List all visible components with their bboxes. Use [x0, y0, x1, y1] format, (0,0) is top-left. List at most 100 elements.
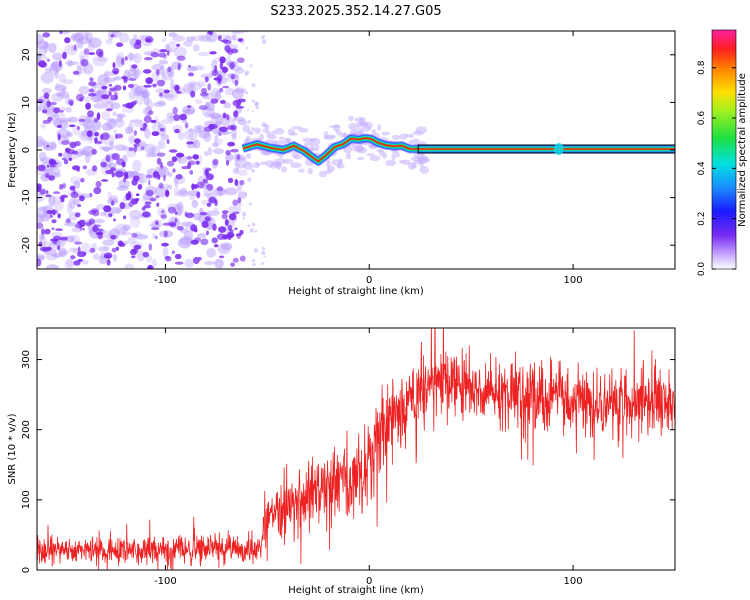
noise-speckle [221, 210, 229, 214]
noise-blob [66, 202, 73, 214]
y-tick-label: 20 [21, 48, 32, 61]
noise-speckle [225, 150, 231, 156]
noise-speckle [131, 64, 138, 69]
noise-blob [214, 134, 219, 143]
noise-speckle [50, 214, 53, 219]
noise-speckle [108, 83, 113, 87]
figure-title: S233.2025.352.14.27.G05 [270, 4, 441, 19]
noise-speckle [254, 101, 259, 107]
noise-blob [230, 31, 245, 35]
noise-speckle [228, 213, 237, 221]
noise-blob [197, 51, 210, 57]
noise-speckle [184, 122, 189, 129]
noise-speckle [171, 156, 178, 163]
noise-speckle [131, 232, 138, 238]
noise-blob [116, 114, 123, 123]
noise-speckle [171, 250, 175, 254]
noise-blob [128, 134, 135, 144]
noise-speckle [156, 69, 160, 76]
noise-blob [110, 102, 121, 110]
noise-speckle [196, 191, 201, 199]
noise-blob [125, 53, 138, 60]
noise-speckle [219, 126, 228, 133]
noise-blob [50, 231, 63, 238]
noise-blob [38, 206, 48, 212]
noise-speckle [251, 83, 256, 88]
noise-blob [220, 242, 233, 251]
noise-blob [214, 90, 222, 101]
noise-speckle [166, 50, 170, 56]
noise-speckle [212, 223, 217, 231]
noise-speckle [93, 117, 99, 123]
noise-speckle [207, 31, 214, 35]
noise-speckle [164, 256, 171, 259]
noise-blob [103, 146, 110, 153]
noise-speckle [59, 110, 64, 113]
noise-speckle [152, 83, 157, 88]
noise-blob [232, 168, 240, 174]
noise-blob [48, 195, 56, 207]
ridge-halo [290, 162, 302, 169]
noise-blob [176, 189, 190, 197]
noise-speckle [89, 247, 96, 254]
ridge-halo [415, 126, 428, 134]
noise-blob [147, 147, 155, 156]
noise-speckle [206, 230, 209, 236]
noise-blob [105, 38, 113, 45]
noise-blob [127, 122, 134, 133]
noise-speckle [82, 227, 85, 231]
noise-blob [173, 186, 179, 197]
noise-speckle [73, 260, 81, 266]
noise-blob [78, 85, 90, 95]
noise-speckle [198, 105, 208, 111]
y-tick-label: 100 [21, 490, 32, 509]
noise-speckle [92, 210, 100, 217]
noise-blob [66, 106, 72, 113]
ridge-halo [371, 129, 377, 134]
noise-speckle [239, 255, 246, 262]
noise-speckle [51, 227, 55, 230]
noise-blob [65, 258, 76, 268]
noise-speckle [49, 164, 57, 168]
noise-blob [134, 234, 149, 240]
x-tick-label: 100 [564, 576, 583, 587]
noise-speckle [112, 62, 116, 69]
noise-speckle [219, 255, 225, 259]
noise-speckle [96, 112, 101, 120]
ridge-halo [381, 131, 391, 136]
noise-speckle [160, 162, 163, 169]
noise-speckle [210, 98, 219, 104]
noise-speckle [128, 201, 134, 208]
noise-speckle [38, 241, 43, 247]
noise-speckle [61, 140, 70, 146]
noise-speckle [46, 164, 50, 168]
noise-speckle [196, 181, 205, 189]
noise-speckle [44, 228, 51, 235]
noise-blob [215, 121, 223, 126]
ridge-halo [278, 136, 286, 140]
noise-speckle [64, 37, 71, 44]
noise-speckle [234, 178, 238, 187]
noise-speckle [236, 154, 240, 160]
noise-speckle [58, 152, 63, 157]
noise-blob [192, 44, 200, 52]
noise-speckle [190, 224, 198, 232]
noise-blob [72, 198, 80, 206]
ridge-halo [247, 129, 252, 135]
noise-speckle [77, 126, 80, 131]
noise-blob [37, 135, 45, 148]
noise-blob [160, 134, 169, 141]
noise-speckle [128, 147, 135, 152]
ridge-halo [411, 162, 417, 169]
noise-blob [69, 234, 80, 244]
noise-speckle [176, 226, 184, 231]
noise-speckle [169, 149, 178, 153]
noise-speckle [93, 187, 102, 195]
noise-speckle [222, 66, 228, 74]
noise-blob [135, 95, 144, 106]
noise-speckle [73, 44, 77, 51]
noise-blob [231, 132, 237, 141]
noise-speckle [41, 247, 51, 252]
noise-blob [208, 112, 223, 119]
noise-blob [165, 44, 170, 50]
